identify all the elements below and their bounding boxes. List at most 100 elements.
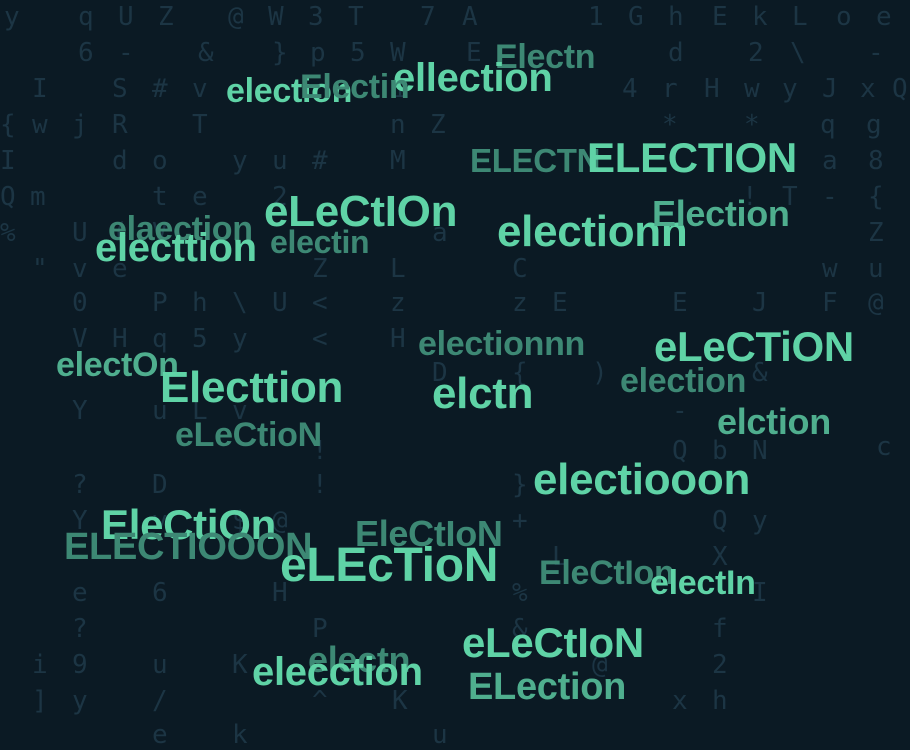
bg-char: ^ bbox=[312, 686, 328, 716]
word: electn bbox=[308, 639, 411, 680]
bg-char: u bbox=[152, 396, 168, 426]
word: elctn bbox=[432, 369, 534, 418]
bg-char: y bbox=[752, 506, 768, 536]
bg-char: e bbox=[112, 254, 128, 284]
bg-char: T bbox=[348, 2, 364, 32]
bg-char: # bbox=[312, 146, 328, 176]
bg-char: \ bbox=[790, 38, 806, 68]
bg-char: L bbox=[192, 396, 208, 426]
bg-char: + bbox=[512, 506, 528, 536]
bg-char: $ bbox=[232, 506, 248, 536]
bg-char: x bbox=[860, 74, 876, 104]
bg-char: Z bbox=[430, 110, 446, 140]
bg-char: g bbox=[866, 110, 882, 140]
bg-char: t bbox=[152, 182, 168, 212]
bg-char: M bbox=[390, 146, 406, 176]
bg-char: 0 bbox=[72, 288, 88, 318]
bg-char: 6 bbox=[78, 38, 94, 68]
word: electOn bbox=[56, 346, 179, 384]
bg-char: Y bbox=[72, 396, 88, 426]
word: eLeCtioN bbox=[175, 416, 322, 454]
bg-char: a bbox=[432, 218, 448, 248]
bg-char: T bbox=[782, 182, 798, 212]
bg-char: h bbox=[668, 2, 684, 32]
bg-char: 5 bbox=[192, 324, 208, 354]
bg-char: < bbox=[312, 288, 328, 318]
word: elction bbox=[717, 401, 831, 442]
bg-char: E bbox=[712, 2, 728, 32]
bg-char: T bbox=[192, 110, 208, 140]
bg-char: - bbox=[822, 182, 838, 212]
bg-char: I bbox=[0, 146, 16, 176]
word: eLeCTiON bbox=[654, 323, 854, 370]
word: EleCtIon bbox=[539, 554, 675, 592]
bg-char: - bbox=[118, 38, 134, 68]
word: election bbox=[226, 72, 353, 110]
bg-char: { bbox=[512, 358, 528, 388]
bg-char: X bbox=[712, 542, 728, 572]
bg-char: 6 bbox=[152, 578, 168, 608]
bg-char: Q bbox=[0, 182, 16, 212]
bg-char: 3 bbox=[308, 2, 324, 32]
bg-char: V bbox=[72, 324, 88, 354]
word: eLEcTioN bbox=[280, 539, 499, 592]
bg-char: J bbox=[822, 74, 838, 104]
bg-char: 4 bbox=[622, 74, 638, 104]
bg-char: @ bbox=[228, 2, 244, 32]
bg-char: & bbox=[752, 358, 768, 388]
bg-char: ( bbox=[112, 218, 128, 248]
word: electiooon bbox=[533, 455, 751, 504]
bg-char: * bbox=[744, 110, 760, 140]
bg-char: m bbox=[30, 182, 46, 212]
bg-char: L bbox=[390, 254, 406, 284]
bg-char: v bbox=[152, 506, 168, 536]
bg-char: I bbox=[32, 74, 48, 104]
bg-char: - bbox=[672, 396, 688, 426]
bg-char: E bbox=[466, 38, 482, 68]
bg-char: e bbox=[192, 182, 208, 212]
bg-char: 1 bbox=[588, 2, 604, 32]
word: ellection bbox=[393, 56, 553, 100]
bg-char: Q bbox=[712, 506, 728, 536]
bg-char: Q bbox=[672, 436, 688, 466]
bg-char: P bbox=[152, 288, 168, 318]
bg-char: x bbox=[672, 686, 688, 716]
bg-char: L bbox=[792, 2, 808, 32]
bg-char: q bbox=[820, 110, 836, 140]
bg-char: Z bbox=[312, 254, 328, 284]
bg-char: { bbox=[868, 182, 884, 212]
bg-char: 9 bbox=[72, 650, 88, 680]
bg-char: e bbox=[876, 2, 892, 32]
word: Electtion bbox=[160, 363, 344, 412]
bg-char: " bbox=[32, 254, 48, 284]
bg-char: y bbox=[232, 324, 248, 354]
bg-char: { bbox=[0, 110, 16, 140]
word: Electin bbox=[300, 68, 410, 106]
bg-char: @ bbox=[272, 506, 288, 536]
word: electtion bbox=[95, 226, 257, 270]
word: electIn bbox=[650, 564, 756, 602]
bg-char: } bbox=[512, 470, 528, 500]
bg-char: 5 bbox=[350, 38, 366, 68]
bg-char: - bbox=[868, 38, 884, 68]
bg-char: ] bbox=[32, 686, 48, 716]
word: electin bbox=[270, 224, 370, 260]
bg-char: ? bbox=[72, 470, 88, 500]
bg-char: 2 bbox=[748, 38, 764, 68]
bg-char: n bbox=[390, 110, 406, 140]
bg-char: H bbox=[112, 324, 128, 354]
bg-char: C bbox=[512, 254, 528, 284]
bg-char: h bbox=[192, 288, 208, 318]
bg-char: U bbox=[118, 2, 134, 32]
bg-char: U bbox=[72, 218, 88, 248]
bg-char: ! bbox=[742, 182, 758, 212]
bg-char: v bbox=[192, 74, 208, 104]
bg-char: u bbox=[868, 254, 884, 284]
bg-char: W bbox=[390, 38, 406, 68]
bg-char: Q bbox=[892, 74, 908, 104]
bg-char: w bbox=[32, 110, 48, 140]
bg-char: D bbox=[152, 470, 168, 500]
bg-char: ? bbox=[72, 614, 88, 644]
